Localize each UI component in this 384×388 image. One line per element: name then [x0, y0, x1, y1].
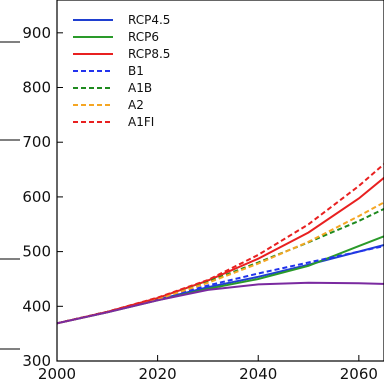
plot-frame [56, 0, 384, 362]
y-tick-label: 400 [22, 297, 51, 315]
legend-label: RCP8.5 [128, 47, 170, 61]
x-tick-label: 2060 [340, 365, 378, 383]
y-tick-label: 500 [22, 243, 51, 261]
x-tick-label: 2000 [38, 365, 76, 383]
series-line-rcp6 [56, 235, 384, 325]
legend-label: B1 [128, 64, 144, 78]
series-line-a1b [56, 207, 384, 325]
series-line-unlabeled-7 [56, 281, 384, 325]
series-line-a2 [56, 201, 384, 325]
legend-label: A1B [128, 81, 152, 95]
y-tick-label: 600 [22, 188, 51, 206]
legend-label: A1FI [128, 115, 154, 129]
ticks-layer: 300 400 500 600 700 800 900 2000 2020 2040 2060 [22, 24, 378, 383]
legend-label: A2 [128, 98, 144, 112]
y-tick-label: 900 [22, 24, 51, 42]
series-line-a1fi [56, 163, 384, 325]
y-tick-label: 700 [22, 133, 51, 151]
legend-label: RCP4.5 [128, 13, 170, 27]
y-tick-label: 800 [22, 79, 51, 97]
x-tick-label: 2020 [139, 365, 177, 383]
series-line-rcp85 [56, 177, 384, 325]
legend-label: RCP6 [128, 30, 159, 44]
legend: RCP4.5 RCP6 RCP8.5 B1 A1B A2 A1FI [73, 13, 170, 129]
series-layer [56, 163, 384, 325]
y-tick-label: 300 [22, 352, 51, 370]
x-tick-label: 2040 [239, 365, 277, 383]
